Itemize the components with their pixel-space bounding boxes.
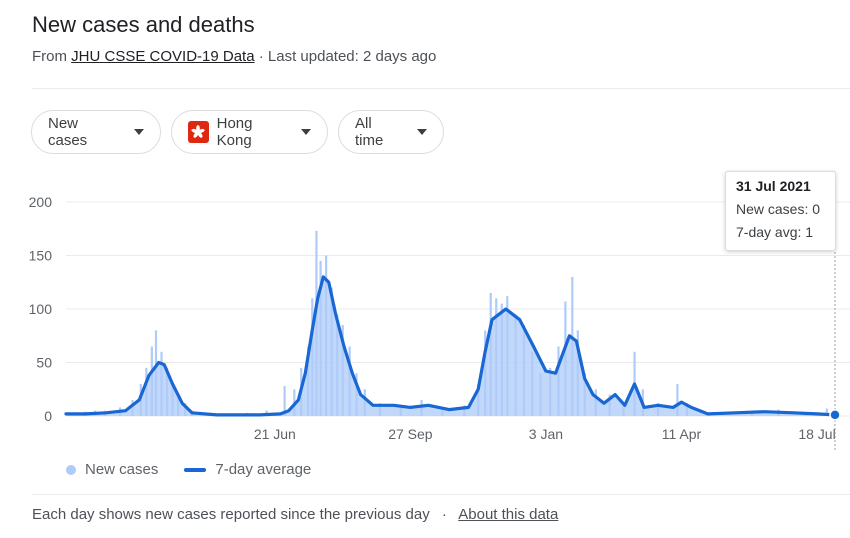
y-tick-label: 0 — [44, 408, 52, 424]
average-legend-line — [184, 467, 207, 472]
location-dropdown[interactable]: Hong Kong — [171, 110, 328, 154]
x-tick-label: 21 Jun — [254, 426, 296, 442]
x-tick-label: 18 Jul — [798, 426, 835, 442]
new-cases-bar — [676, 383, 679, 416]
hong-kong-flag-icon — [188, 121, 209, 143]
tooltip-average: 7-day avg: 1 — [736, 224, 814, 240]
footer-divider — [32, 494, 850, 495]
average-line — [64, 275, 837, 417]
new-cases-legend-dot — [66, 464, 76, 475]
average-legend-label: 7-day average — [215, 461, 312, 478]
cases-chart[interactable]: 0 50 100 150 200 21 Jun 27 Sep 3 Jan 11 Apr 18 Ju… — [0, 160, 850, 450]
x-tick-label: 3 Jan — [529, 426, 563, 442]
chart-legend: New cases 7-day average — [66, 461, 311, 478]
chevron-down-icon — [134, 129, 144, 135]
range-dropdown[interactable]: All time — [338, 110, 444, 154]
metric-dropdown[interactable]: New cases — [31, 110, 161, 154]
tooltip-new-cases: New cases: 0 — [736, 201, 821, 217]
new-cases-bar — [283, 386, 286, 416]
y-tick-label: 100 — [29, 301, 53, 317]
footer: Each day shows new cases reported since … — [32, 506, 558, 523]
chevron-down-icon — [301, 129, 311, 135]
hover-point — [829, 409, 841, 421]
y-tick-label: 200 — [29, 194, 53, 210]
tooltip-date: 31 Jul 2021 — [736, 178, 811, 194]
chevron-down-icon — [417, 129, 427, 135]
y-tick-label: 50 — [36, 355, 52, 371]
source-link[interactable]: JHU CSSE COVID-19 Data — [71, 48, 255, 65]
metric-label: New cases — [48, 115, 88, 149]
new-cases-legend-label: New cases — [85, 461, 159, 478]
footer-note: Each day shows new cases reported since … — [32, 506, 430, 523]
y-tick-label: 150 — [29, 248, 53, 264]
new-cases-area — [66, 276, 835, 416]
x-tick-label: 11 Apr — [662, 426, 702, 442]
header-divider — [32, 88, 850, 89]
x-tick-label: 27 Sep — [388, 426, 433, 442]
new-cases-bar — [825, 408, 828, 416]
source-prefix: From — [32, 48, 67, 65]
location-label: Hong Kong — [216, 115, 253, 149]
range-label: All time — [355, 115, 384, 149]
chart-tooltip: 31 Jul 2021 New cases: 0 7-day avg: 1 — [725, 171, 836, 251]
page-title: New cases and deaths — [32, 12, 255, 37]
source-line: From JHU CSSE COVID-19 Data · Last updat… — [32, 48, 436, 65]
last-updated: · Last updated: 2 days ago — [258, 48, 437, 65]
footer-separator: · — [441, 506, 447, 523]
about-data-link[interactable]: About this data — [458, 506, 559, 523]
